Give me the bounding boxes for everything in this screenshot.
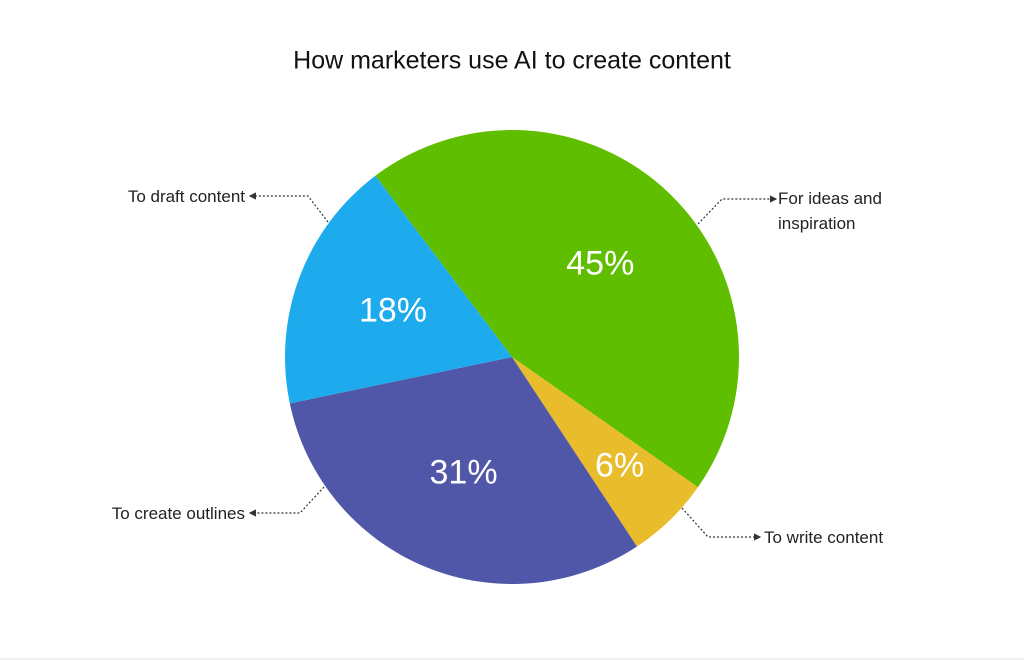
- value-label: 6%: [595, 447, 644, 485]
- leader-line: [248, 192, 329, 223]
- value-label: 18%: [359, 291, 427, 329]
- pie-slice: [284, 175, 512, 404]
- pie-slice: [512, 357, 698, 547]
- category-label: For ideas and inspiration: [778, 189, 882, 233]
- category-label: To create outlines: [111, 504, 245, 523]
- category-label: To write content: [764, 528, 884, 547]
- value-label: 31%: [430, 454, 498, 492]
- leader-line: [697, 195, 778, 225]
- pie-slice: [375, 130, 739, 488]
- chart-title: How marketers use AI to create content: [293, 47, 731, 75]
- leader-line: [248, 486, 325, 517]
- category-label: To draft content: [127, 187, 245, 206]
- leader-line: [681, 507, 762, 541]
- value-label: 45%: [566, 245, 634, 283]
- pie-slice: [289, 357, 637, 584]
